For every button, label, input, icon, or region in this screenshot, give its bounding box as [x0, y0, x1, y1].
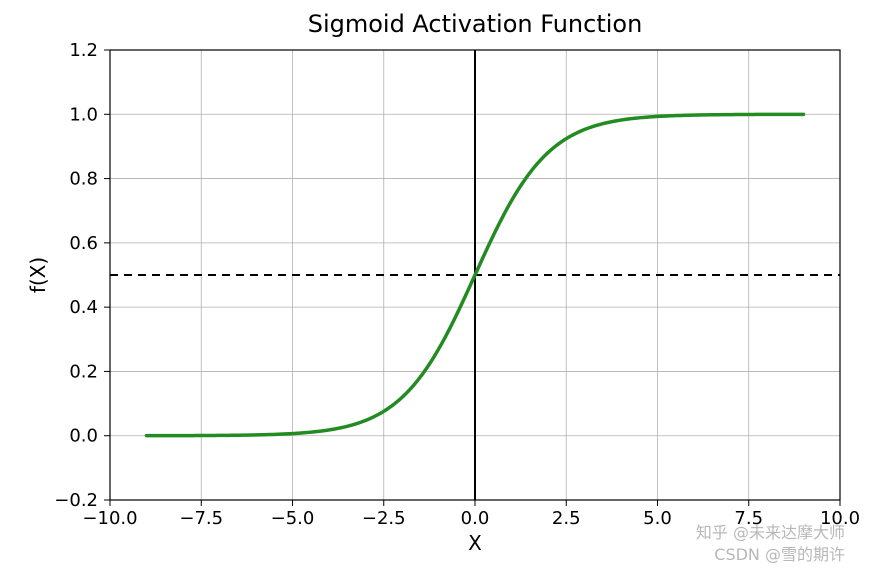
- chart-title: Sigmoid Activation Function: [308, 10, 643, 38]
- chart-svg: −10.0 −7.5 −5.0 −2.5 0.0 2.5 5.0 7.5 10.0 −0.2 0.0…: [0, 0, 875, 583]
- xtick-label: −2.5: [362, 508, 406, 529]
- ytick-label: 1.2: [69, 40, 98, 61]
- xtick-label: −7.5: [179, 508, 223, 529]
- y-axis-label: f(X): [26, 257, 50, 293]
- ytick-label: −0.2: [54, 490, 98, 511]
- ytick-label: 0.6: [69, 233, 98, 254]
- ytick-label: 0.2: [69, 361, 98, 382]
- ytick-label: 0.4: [69, 297, 98, 318]
- ytick-label: 0.0: [69, 426, 98, 447]
- xtick-label: 7.5: [734, 508, 763, 529]
- x-axis-label: X: [468, 531, 482, 555]
- ytick-label: 0.8: [69, 169, 98, 190]
- xtick-label: −10.0: [82, 508, 137, 529]
- ytick-label: 1.0: [69, 104, 98, 125]
- xtick-label: 0.0: [461, 508, 490, 529]
- sigmoid-chart: −10.0 −7.5 −5.0 −2.5 0.0 2.5 5.0 7.5 10.0 −0.2 0.0…: [0, 0, 875, 583]
- xtick-label: 2.5: [552, 508, 581, 529]
- xtick-label: −5.0: [271, 508, 315, 529]
- xtick-label: 10.0: [820, 508, 860, 529]
- xtick-label: 5.0: [643, 508, 672, 529]
